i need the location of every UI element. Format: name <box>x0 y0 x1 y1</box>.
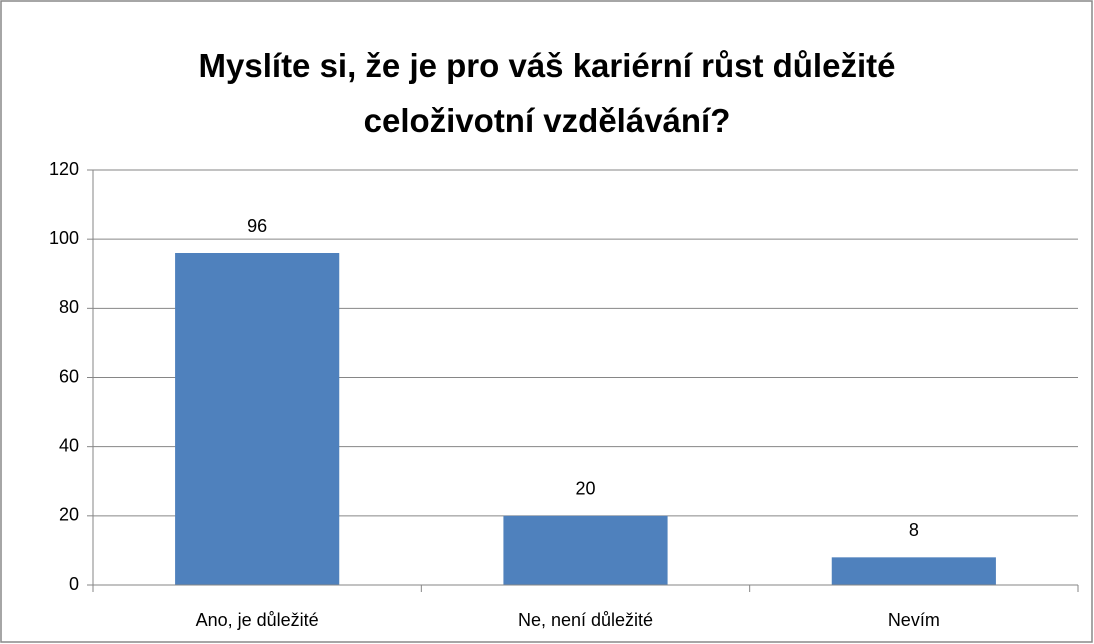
bar <box>831 557 996 585</box>
y-tick-label: 20 <box>59 505 79 525</box>
chart-title: Myslíte si, že je pro váš kariérní růst … <box>198 47 896 139</box>
y-tick-label: 100 <box>49 228 79 248</box>
bar <box>175 253 340 585</box>
data-label: 20 <box>575 479 595 499</box>
x-tick-label: Ne, není důležité <box>518 610 653 630</box>
y-tick-label: 120 <box>49 159 79 179</box>
x-tick-label: Nevím <box>888 610 940 630</box>
y-tick-label: 60 <box>59 366 79 386</box>
y-tick-label: 0 <box>69 574 79 594</box>
y-tick-label: 40 <box>59 435 79 455</box>
x-tick-label: Ano, je důležité <box>196 610 319 630</box>
data-label: 8 <box>909 520 919 540</box>
y-tick-label: 80 <box>59 297 79 317</box>
data-label: 96 <box>247 216 267 236</box>
bar <box>503 515 668 585</box>
